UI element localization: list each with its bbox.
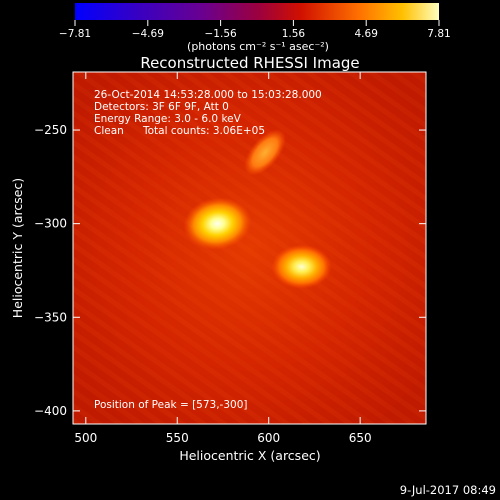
plot-date: 9-Jul-2017 08:49: [400, 483, 496, 497]
info-method: Clean: [94, 125, 124, 137]
emission-source: [271, 244, 332, 289]
info-time-range: 26-Oct-2014 14:53:28.000 to 15:03:28.000: [94, 89, 322, 101]
peak-position: Position of Peak = [573,-300]: [94, 399, 248, 411]
info-counts: Total counts: 3.06E+05: [142, 125, 265, 137]
plot-frame: [72, 71, 427, 425]
colorbar-tick-label: 1.56: [282, 28, 306, 40]
y-tick-label: −350: [34, 310, 67, 324]
x-tick-label: 550: [166, 431, 189, 445]
colorbar-tick-label: −1.56: [205, 28, 237, 40]
colorbar-tick-marks: [74, 20, 440, 26]
x-tick-label: 600: [257, 431, 280, 445]
y-tick-label: −300: [34, 217, 67, 231]
emission-source: [183, 197, 252, 250]
info-energy: Energy Range: 3.0 - 6.0 keV: [94, 113, 242, 125]
info-detectors: Detectors: 3F 6F 9F, Att 0: [94, 101, 229, 113]
x-tick-label: 500: [74, 431, 97, 445]
colorbar-tick-label: −4.69: [132, 28, 164, 40]
heatmap-image: [73, 72, 426, 424]
colorbar-tick-labels: −7.81 −4.69 −1.56 1.56 4.69 7.81: [59, 28, 451, 40]
axis-tick-marks: [73, 72, 426, 424]
chart-title: Reconstructed RHESSI Image: [140, 54, 359, 72]
emission-source: [244, 129, 286, 176]
x-axis-label: Heliocentric X (arcsec): [179, 448, 320, 463]
y-tick-label: −400: [34, 404, 67, 418]
colorbar: [75, 3, 439, 20]
colorbar-tick-label: −7.81: [59, 28, 91, 40]
x-tick-label: 650: [349, 431, 372, 445]
axis-tick-labels: 500 550 600 650 −250 −300 −350 −400: [34, 123, 372, 445]
colorbar-tick-label: 7.81: [427, 28, 450, 40]
colorbar-tick-label: 4.69: [355, 28, 378, 40]
y-tick-label: −250: [34, 123, 67, 137]
y-axis-label: Heliocentric Y (arcsec): [10, 178, 25, 318]
colorbar-units: (photons cm⁻² s⁻¹ asec⁻²): [187, 40, 329, 53]
